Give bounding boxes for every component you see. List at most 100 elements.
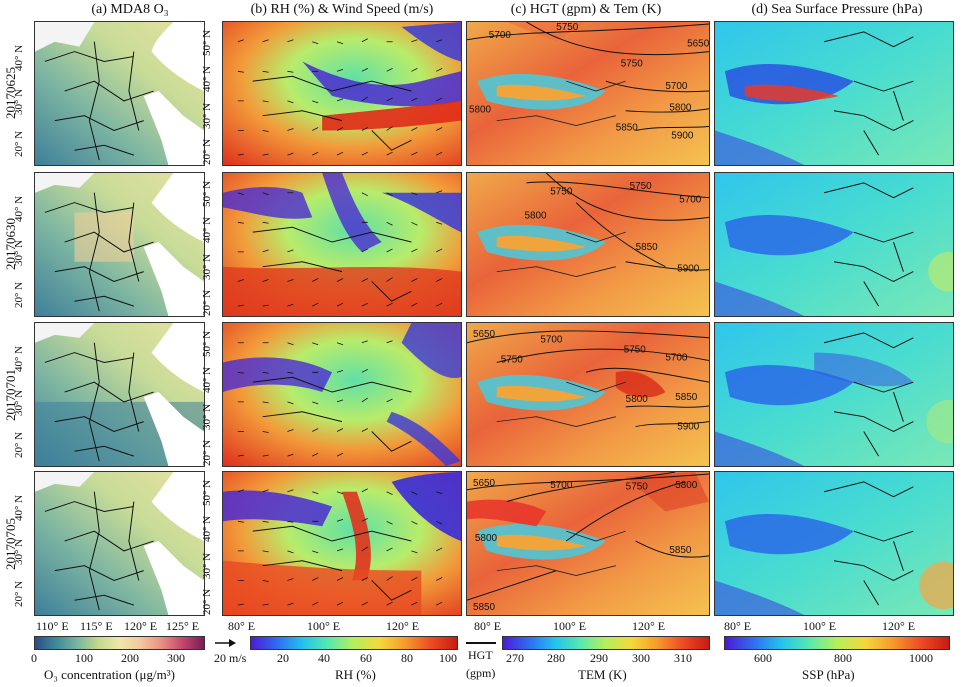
contour-label: 5800 — [475, 533, 498, 544]
colorbar-tick: 20 — [277, 651, 289, 665]
lon-label: 100° E — [803, 619, 837, 633]
colorbar-title-o3: O₃ concentration (μg/m³) — [44, 667, 175, 682]
colorbar-tem — [502, 636, 710, 650]
colorbar-title-rh: RH (%) — [335, 667, 376, 682]
lat-label: 30° N — [201, 102, 214, 130]
contour-label: 5700 — [550, 480, 573, 491]
lat-label: 40° N — [201, 65, 214, 93]
lon-label: 100° E — [553, 619, 587, 633]
colorbar-title-tem: TEM (K) — [578, 667, 627, 682]
colorbar-tick: 60 — [360, 651, 372, 665]
colorbar-rh — [250, 636, 458, 650]
contour-label: 5800 — [525, 210, 548, 221]
colorbar-tick: 200 — [121, 651, 139, 665]
contour-label: 5850 — [473, 602, 496, 613]
hgt-legend-label: HGT — [468, 648, 493, 662]
panel-c-row2: 5750 5700 5750 5800 5850 5900 — [466, 172, 710, 317]
lon-label: 120° E — [386, 619, 420, 633]
colorbar-tick: 0 — [31, 651, 37, 665]
colorbar-tick: 100 — [75, 651, 93, 665]
lat-label: 40° N — [13, 195, 26, 223]
column-title-b: (b) RH (%) & Wind Speed (m/s) — [250, 2, 434, 17]
contour-label: 5750 — [501, 354, 524, 365]
column-title-d: (d) Sea Surface Pressure (hPa) — [751, 2, 923, 17]
lat-label: 30° N — [13, 538, 26, 566]
colorbar-tick: 310 — [674, 651, 692, 665]
lon-label: 125° E — [166, 619, 200, 633]
lat-label: 50° N — [201, 180, 214, 208]
lat-label: 20° N — [201, 138, 214, 166]
lon-label: 110° E — [36, 619, 69, 633]
lat-label: 20° N — [13, 130, 26, 158]
contour-label: 5700 — [665, 352, 688, 363]
panel-c-row1: 5700 5750 5750 5650 5700 5800 5850 5900 … — [466, 21, 710, 166]
lat-label: 40° N — [201, 515, 214, 543]
contour-label: 5800 — [669, 103, 692, 114]
wind-reference-label: 20 m/s — [214, 651, 247, 665]
lat-label: 30° N — [13, 239, 26, 267]
colorbar-tick: 80 — [401, 651, 413, 665]
panel-d-row3 — [714, 322, 954, 467]
lat-label: 50° N — [201, 330, 214, 358]
lon-label: 120° E — [632, 619, 666, 633]
contour-label: 5850 — [616, 123, 639, 134]
colorbar-tick: 280 — [547, 651, 565, 665]
lat-label: 30° N — [13, 389, 26, 417]
lon-label: 120° E — [882, 619, 916, 633]
contour-label: 5700 — [540, 335, 563, 346]
lon-label: 100° E — [307, 619, 341, 633]
lat-label: 40° N — [13, 345, 26, 373]
contour-label: 5650 — [473, 329, 496, 340]
contour-label: 5750 — [556, 22, 579, 33]
lon-label: 80° E — [724, 619, 752, 633]
contour-label: 5750 — [626, 482, 649, 493]
contour-label: 5700 — [665, 81, 688, 92]
contour-label: 5850 — [675, 392, 698, 403]
contour-label: 5800 — [469, 105, 492, 116]
contour-label: 5750 — [550, 187, 573, 198]
lon-label: 80° E — [474, 619, 502, 633]
panel-a-row1 — [34, 21, 205, 166]
colorbar-tick: 800 — [834, 651, 852, 665]
lat-label: 20° N — [201, 588, 214, 616]
panel-c-row4: 5650 5700 5750 5800 5800 5850 5850 — [466, 471, 710, 616]
colorbar-o3 — [34, 636, 205, 650]
contour-label: 5850 — [636, 242, 659, 253]
lat-label: 40° N — [201, 216, 214, 244]
lat-label: 20° N — [13, 431, 26, 459]
panel-a-row2 — [34, 172, 205, 317]
colorbar-tick: 270 — [506, 651, 524, 665]
contour-label: 5700 — [679, 195, 702, 206]
contour-label: 5800 — [675, 480, 698, 491]
colorbar-tick: 100 — [439, 651, 457, 665]
lon-label: 120° E — [124, 619, 158, 633]
colorbar-tick: 300 — [167, 651, 185, 665]
lat-label: 20° N — [13, 580, 26, 608]
lat-label: 50° N — [201, 479, 214, 507]
lat-label: 30° N — [201, 552, 214, 580]
contour-label: 5750 — [630, 181, 653, 192]
panel-d-row2 — [714, 172, 954, 317]
panel-d-row4 — [714, 471, 954, 616]
colorbar-tick: 290 — [590, 651, 608, 665]
lat-label: 40° N — [13, 44, 26, 72]
contour-label: 5750 — [624, 345, 647, 356]
lat-label: 30° N — [201, 253, 214, 281]
hgt-legend-unit: (gpm) — [466, 666, 496, 680]
colorbar-title-ssp: SSP (hPa) — [802, 667, 855, 682]
contour-label: 5650 — [687, 39, 709, 50]
panel-b-row4 — [222, 471, 462, 616]
lat-label: 40° N — [201, 366, 214, 394]
lon-label: 115° E — [80, 619, 113, 633]
lat-label: 50° N — [201, 29, 214, 57]
colorbar-tick: 40 — [318, 651, 330, 665]
lon-label: 80° E — [228, 619, 256, 633]
colorbar-tick: 1000 — [909, 651, 933, 665]
colorbar-tick: 600 — [754, 651, 772, 665]
lat-label: 30° N — [201, 403, 214, 431]
panel-a-row3 — [34, 322, 205, 467]
panel-b-row2 — [222, 172, 462, 317]
lat-label: 20° N — [13, 281, 26, 309]
hgt-contour-line-legend — [466, 642, 496, 644]
contour-label: 5900 — [671, 130, 694, 141]
